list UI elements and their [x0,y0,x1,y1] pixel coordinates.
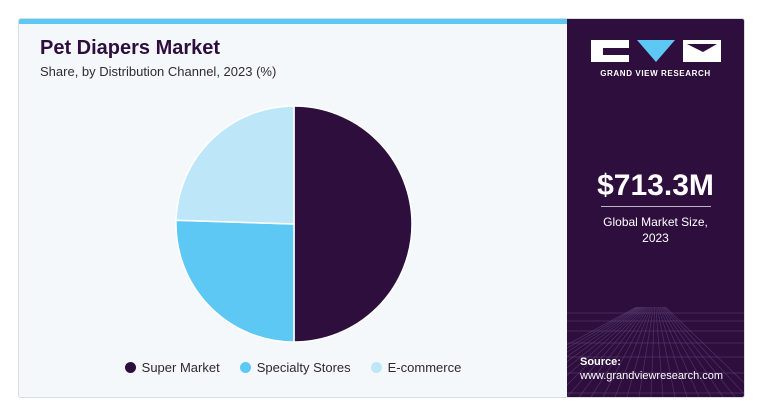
legend-item-super-market: Super Market [124,360,220,375]
chart-subtitle: Share, by Distribution Channel, 2023 (%) [40,64,277,79]
infographic-card: Pet Diapers Market Share, by Distributio… [18,18,745,398]
pie-slice-super-market [293,105,413,343]
legend-label: E-commerce [387,360,462,375]
perspective-grid [567,307,744,397]
market-size-value: $713.3M [597,169,714,202]
brand-logo [591,40,721,62]
legend-item-e-commerce: E-commerce [370,360,462,375]
pie-slice-e-commerce [175,105,295,225]
source-url[interactable]: www.grandviewresearch.com [580,370,724,382]
sidebar: GRAND VIEW RESEARCH $713.3M Global Marke… [567,19,744,397]
source-label: Source: [580,356,621,368]
divider [601,206,711,207]
legend-label: Specialty Stores [256,360,351,375]
chart-title: Pet Diapers Market [40,37,221,59]
pie-chart [175,105,413,343]
pie-slice-specialty-stores [175,219,295,343]
brand-name: GRAND VIEW RESEARCH [600,69,711,78]
legend-label: Super Market [141,360,220,375]
legend-item-specialty-stores: Specialty Stores [239,360,351,375]
accent-bar [19,19,567,24]
legend-swatch-super-market [124,362,136,373]
market-size-caption: Global Market Size, 2023 [603,215,708,245]
source: Source: www.grandviewresearch.com [580,355,723,383]
chart-panel: Pet Diapers Market Share, by Distributio… [19,19,567,397]
legend: Super Market Specialty Stores E-commerce [19,360,567,375]
legend-swatch-e-commerce [370,362,382,373]
legend-swatch-specialty-stores [239,362,251,373]
